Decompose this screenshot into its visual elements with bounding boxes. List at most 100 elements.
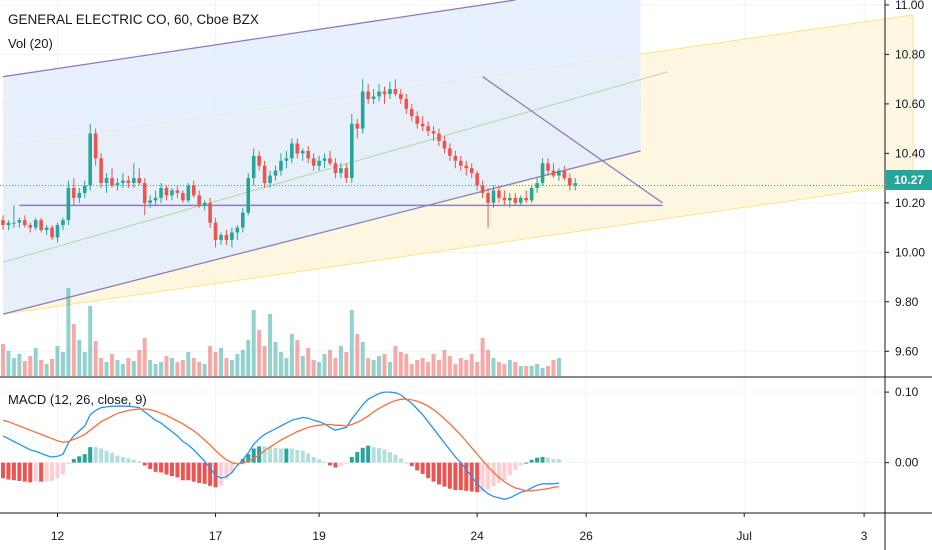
macd-histogram-bar [426,462,431,479]
candle-body [360,91,365,129]
candle-body [202,202,207,206]
volume-bar [382,354,387,376]
macd-histogram-bar [1,462,5,479]
volume-bar [202,364,207,376]
macd-tick-label: 0.00 [895,456,919,470]
macd-histogram-bar [153,462,158,472]
blue-channel-lower [2,150,641,315]
macd-histogram-bar [322,461,327,463]
macd-histogram-bar [496,462,501,484]
volume-bar [208,346,213,376]
macd-histogram-bar [464,462,469,491]
macd-histogram-bar [159,462,164,473]
macd-histogram-bar [180,462,185,481]
candle-body [273,170,278,176]
macd-histogram-bar [535,457,540,463]
volume-bar [110,354,114,376]
candle-body [23,220,27,226]
candle-body [142,183,147,203]
price-tick-label: 10.80 [895,47,925,61]
price-tick-label: 10.40 [895,146,925,160]
candle-body [551,170,556,176]
macd-histogram-bar [502,462,507,481]
candle-body [491,190,496,203]
volume-bar [137,350,142,376]
volume-bar [398,352,403,376]
volume-bar [219,348,223,376]
candle-body [82,185,87,193]
macd-histogram-bar [208,462,213,486]
volume-bar [529,366,534,376]
volume-bar [289,334,294,376]
macd-histogram-bar [338,462,343,467]
volume-bar [229,360,234,376]
volume-bar [377,356,382,376]
volume-bar [33,348,38,376]
candle-body [121,180,125,184]
price-candles [1,79,578,248]
macd-histogram-bar [60,462,65,475]
volume-bar [257,330,262,376]
candle-body [377,91,381,97]
candle-body [573,183,578,186]
candle-body [175,190,180,193]
macd-histogram-bar [480,462,485,492]
candle-body [262,165,267,184]
candle-body [257,155,261,166]
volume-bar [426,362,431,376]
volume-bar [371,360,376,376]
volume-bar [186,352,191,376]
volume-bar [169,358,174,376]
price-tick-label: 9.60 [895,344,919,358]
candle-body [350,123,354,179]
candle-body [306,150,310,159]
macd-histogram-bar [306,453,311,463]
candle-body [300,150,305,154]
candle-body [459,160,463,166]
volume-bar [131,361,136,376]
macd-histogram [1,445,561,493]
macd-histogram-bar [415,462,420,471]
macd-histogram-bar [513,462,518,470]
candle-body [540,163,545,184]
macd-histogram-bar [377,447,382,463]
candle-body [6,222,11,226]
volume-bar [437,360,441,376]
candle-body [513,197,518,203]
volume-bar [164,356,169,376]
volume-bar [44,364,49,376]
candle-body [437,133,441,141]
volume-bar [502,364,507,376]
candle-body [339,168,343,174]
volume-bar [77,340,82,376]
volume-bar [464,360,469,376]
candle-body [328,158,332,164]
volume-bar [513,362,518,376]
candle-body [333,163,338,174]
volume-bar [191,358,196,376]
volume-bar [262,346,267,376]
macd-histogram-bar [447,462,452,489]
price-tick-label: 10.20 [895,196,925,210]
macd-histogram-bar [409,462,414,467]
candle-body [279,160,283,171]
candle-body [110,178,114,186]
candle-body [39,220,43,231]
macd-histogram-bar [524,462,529,464]
candle-body [502,197,507,201]
macd-histogram-bar [404,462,409,464]
candle-body [186,185,191,201]
candle-body [415,116,419,124]
candle-body [524,197,528,201]
candle-body [50,227,54,238]
chart-title: GENERAL ELECTRIC CO, 60, Cboe BZX [8,12,259,27]
macd-histogram-bar [371,447,376,463]
time-tick-label: 24 [470,529,484,543]
candle-body [355,123,360,129]
macd-histogram-bar [126,458,131,463]
macd-histogram-bar [295,449,300,463]
volume-bar [1,344,5,376]
macd-histogram-bar [349,456,354,463]
volume-bar [159,362,164,376]
